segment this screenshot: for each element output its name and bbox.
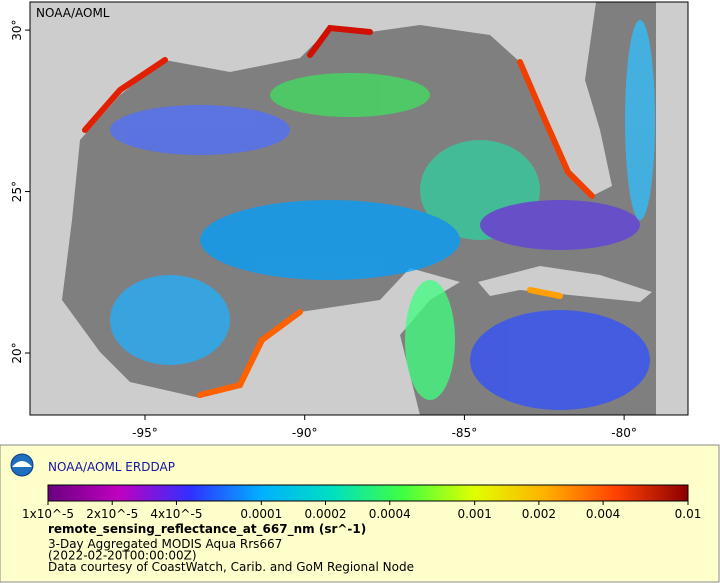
- watermark: NOAA/AOML: [36, 6, 110, 20]
- variable-label: remote_sensing_reflectance_at_667_nm (sr…: [48, 522, 366, 537]
- colorbar-tick-label: 0.0001: [240, 507, 282, 521]
- colorbar-tick-label: 0.001: [457, 507, 491, 521]
- reflectance-patches: [110, 20, 655, 410]
- legend-title: NOAA/AOML ERDDAP: [48, 460, 175, 474]
- colorbar-tick-label: 2x10^-5: [86, 507, 138, 521]
- colorbar-tick-label: 0.0004: [369, 507, 411, 521]
- legend-line: Data courtesy of CoastWatch, Carib. and …: [48, 560, 414, 574]
- colorbar-tick-label: 0.004: [586, 507, 620, 521]
- colorbar-tick-label: 4x10^-5: [150, 507, 202, 521]
- legend-line: 3-Day Aggregated MODIS Aqua Rrs667: [48, 537, 282, 551]
- colorbar: [47, 484, 689, 502]
- coastal-high-values: [82, 24, 595, 398]
- y-tick-label: 25°: [10, 181, 24, 202]
- colorbar-tick-label: 0.0002: [305, 507, 347, 521]
- legend-panel: [0, 444, 720, 583]
- x-tick-label: -90°: [292, 426, 318, 440]
- colorbar-tick-label: 0.01: [675, 507, 702, 521]
- map-image: [30, 2, 688, 415]
- y-tick-label: 30°: [10, 19, 24, 40]
- colorbar-tick-label: 0.002: [522, 507, 556, 521]
- noaa-logo-gull: [12, 461, 32, 467]
- x-tick-label: -85°: [452, 426, 478, 440]
- map-frame: [29, 1, 689, 416]
- x-tick-label: -80°: [611, 426, 637, 440]
- legend-line: (2022-02-20T00:00:00Z): [48, 549, 197, 563]
- cuba: [478, 266, 652, 302]
- x-tick-label: -95°: [132, 426, 158, 440]
- y-tick-label: 20°: [10, 342, 24, 363]
- colorbar-tick-label: 1x10^-5: [22, 507, 74, 521]
